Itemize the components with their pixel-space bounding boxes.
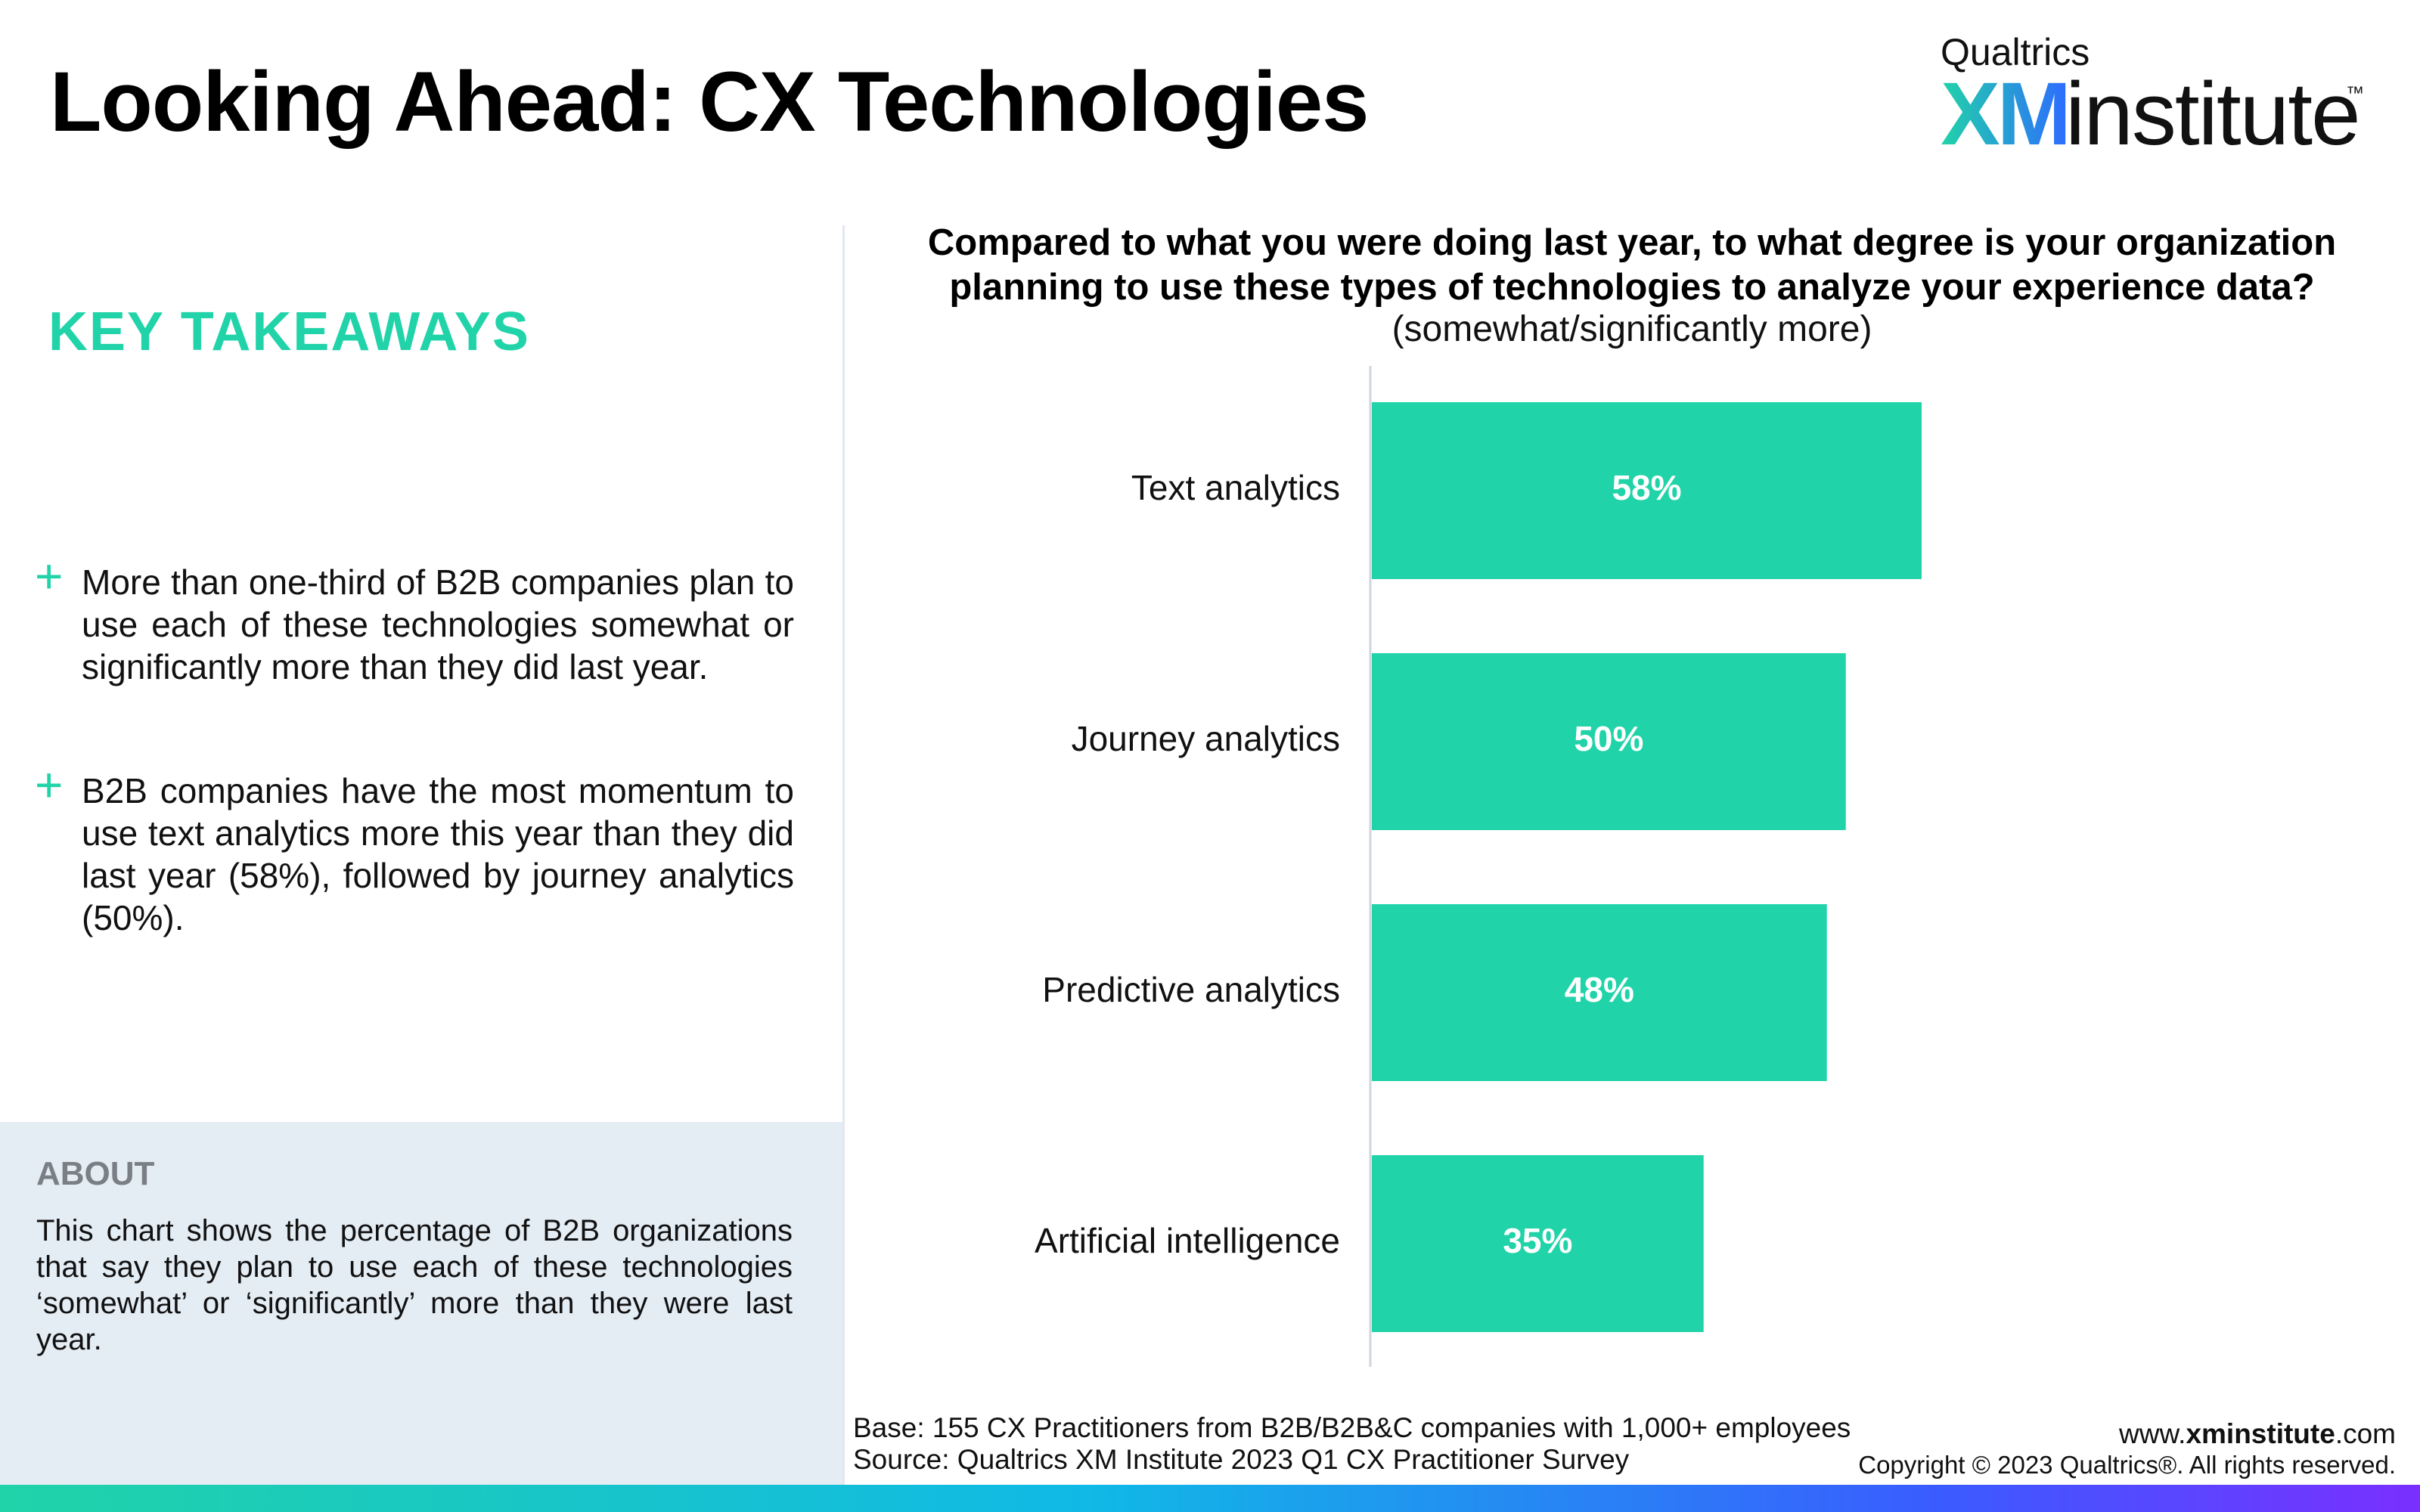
- data-label: 35%: [1503, 1221, 1572, 1260]
- footer-base: Base: 155 CX Practitioners from B2B/B2B&…: [853, 1412, 1851, 1443]
- logo-trademark: ™: [2346, 83, 2364, 104]
- takeaway-text: B2B companies have the most momentum to …: [82, 771, 794, 937]
- category-label: Predictive analytics: [1042, 970, 1340, 1009]
- brand-gradient-bar: [0, 1485, 2420, 1512]
- key-takeaways-heading: KEY TAKEAWAYS: [48, 302, 530, 362]
- footer-source: Source: Qualtrics XM Institute 2023 Q1 C…: [853, 1444, 1630, 1475]
- logo-word: institute: [2065, 64, 2361, 164]
- data-label: 48%: [1565, 970, 1634, 1009]
- footer-url-bold: xminstitute: [2186, 1418, 2335, 1449]
- bar: [1372, 1155, 1704, 1332]
- page-title: Looking Ahead: CX Technologies: [50, 54, 1369, 149]
- bar: [1372, 402, 1922, 579]
- footer-right: www.xminstitute.com Copyright © 2023 Qua…: [1858, 1418, 2396, 1480]
- data-label: 50%: [1574, 719, 1643, 758]
- data-label: 58%: [1612, 468, 1681, 507]
- category-label: Journey analytics: [1072, 719, 1340, 758]
- footer-copyright: Copyright © 2023 Qualtrics®. All rights …: [1858, 1451, 2396, 1479]
- footer-notes: Base: 155 CX Practitioners from B2B/B2B&…: [853, 1412, 1851, 1476]
- about-text: This chart shows the percentage of B2B o…: [36, 1214, 793, 1356]
- bar: [1372, 653, 1846, 830]
- about-heading: ABOUT: [36, 1155, 155, 1192]
- column-divider: [842, 225, 845, 1485]
- logo-mark: XM: [1941, 64, 2071, 164]
- category-label: Text analytics: [1131, 468, 1340, 507]
- takeaway-text: More than one-third of B2B companies pla…: [82, 562, 794, 686]
- xm-institute-logo: Qualtrics XM institute ™: [1941, 30, 2364, 159]
- plus-icon: +: [35, 758, 64, 812]
- chart-title: Compared to what you were doing last yea…: [927, 222, 2337, 308]
- footer-url-prefix: www.: [2119, 1418, 2186, 1449]
- footer-url[interactable]: www.xminstitute.com: [1858, 1418, 2396, 1450]
- footer-url-suffix: .com: [2335, 1418, 2396, 1449]
- about-panel: ABOUT This chart shows the percentage of…: [0, 1122, 842, 1485]
- logo-brand: Qualtrics: [1941, 31, 2090, 73]
- category-label: Artificial intelligence: [1035, 1221, 1340, 1260]
- plus-icon: +: [35, 549, 64, 603]
- chart-subtitle: (somewhat/significantly more): [1392, 309, 1872, 349]
- bar: [1372, 904, 1827, 1081]
